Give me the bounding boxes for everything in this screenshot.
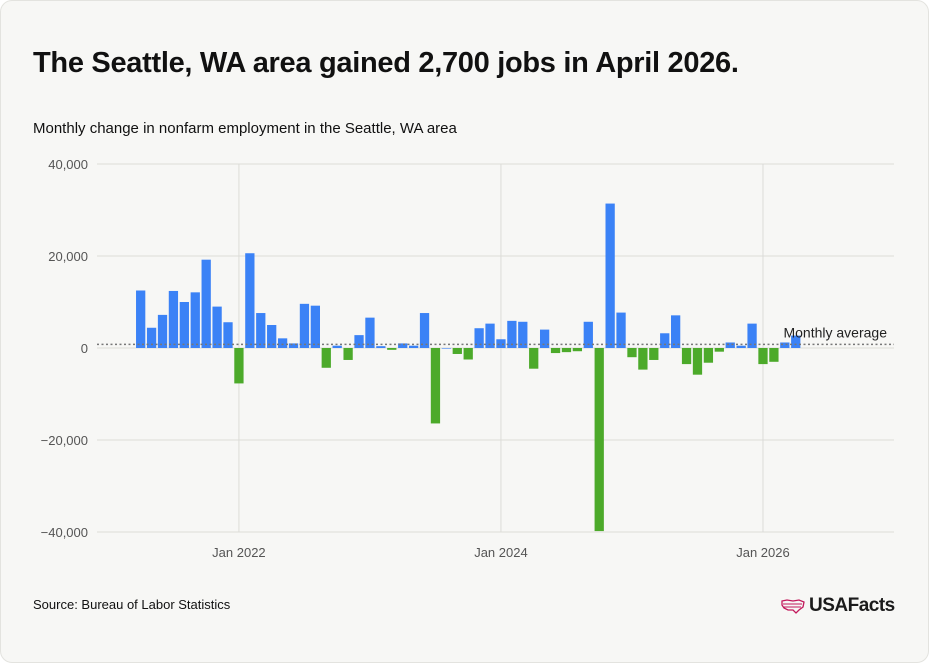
bar	[561, 348, 572, 353]
usa-map-icon	[781, 599, 805, 614]
bar	[179, 302, 189, 348]
bar	[507, 320, 517, 348]
usafacts-logo[interactable]: USAFacts	[781, 593, 895, 619]
bar	[288, 343, 299, 348]
bar	[387, 348, 397, 350]
bar	[354, 335, 364, 348]
source-note: Source: Bureau of Labor Statistics	[33, 597, 231, 612]
x-tick-label: Jan 2024	[474, 545, 528, 560]
x-tick-label: Jan 2022	[212, 545, 266, 560]
bar	[190, 292, 200, 348]
bar	[605, 203, 615, 348]
bar	[671, 315, 681, 348]
y-tick-label: 20,000	[48, 249, 88, 264]
bar	[583, 321, 593, 348]
y-tick-label: 0	[81, 341, 88, 356]
bar	[321, 348, 331, 368]
bar	[714, 348, 724, 352]
bar	[594, 348, 604, 532]
bar	[529, 348, 539, 369]
bar	[660, 333, 670, 348]
bar	[649, 348, 659, 360]
bar	[747, 323, 757, 348]
bar	[627, 348, 637, 358]
bar	[234, 348, 244, 384]
bar	[736, 345, 746, 348]
bar	[245, 253, 255, 348]
bar	[769, 348, 779, 362]
bars-layer	[136, 203, 801, 532]
bar	[299, 303, 310, 348]
bar	[365, 317, 375, 348]
bar	[780, 342, 790, 348]
bar	[539, 329, 550, 348]
y-tick-label: −40,000	[41, 525, 88, 540]
bar	[616, 312, 626, 348]
bar	[758, 348, 768, 365]
bar-chart: 40,000 20,000 0 −20,000 −40,000 Jan 2022 Jan 2…	[41, 157, 894, 560]
bar	[572, 348, 583, 352]
bar	[146, 327, 157, 348]
bar	[136, 290, 146, 348]
bar	[430, 348, 441, 424]
bar	[201, 259, 211, 348]
bar	[256, 313, 266, 348]
bar	[441, 348, 452, 349]
bar	[408, 345, 419, 348]
bar	[343, 348, 353, 360]
bar	[496, 339, 506, 348]
bar	[550, 348, 561, 354]
y-tick-label: 40,000	[48, 157, 88, 172]
bar	[376, 346, 386, 348]
x-tick-label: Jan 2026	[736, 545, 790, 560]
bar	[791, 335, 801, 348]
bar	[157, 314, 168, 348]
overlay-layer: Monthly average	[97, 324, 894, 346]
bar	[463, 348, 473, 360]
average-label: Monthly average	[783, 324, 887, 340]
bar	[419, 313, 430, 348]
logo-text: USAFacts	[809, 595, 895, 616]
bar	[681, 348, 692, 365]
bar	[485, 323, 495, 348]
chart-title: The Seattle, WA area gained 2,700 jobs i…	[33, 47, 739, 79]
bar	[638, 348, 648, 370]
chart-subtitle: Monthly change in nonfarm employment in …	[33, 120, 457, 137]
bar	[474, 328, 484, 348]
bar	[452, 348, 462, 354]
bar	[310, 305, 320, 348]
bar	[398, 343, 408, 348]
bar	[212, 306, 222, 348]
bar	[332, 345, 342, 348]
y-tick-label: −20,000	[41, 433, 88, 448]
bar	[223, 322, 233, 348]
bar	[267, 325, 277, 348]
bar	[518, 321, 528, 348]
bar	[725, 342, 735, 348]
bar	[703, 348, 714, 363]
bar	[168, 290, 179, 348]
bar	[277, 338, 288, 348]
bar	[692, 348, 703, 375]
